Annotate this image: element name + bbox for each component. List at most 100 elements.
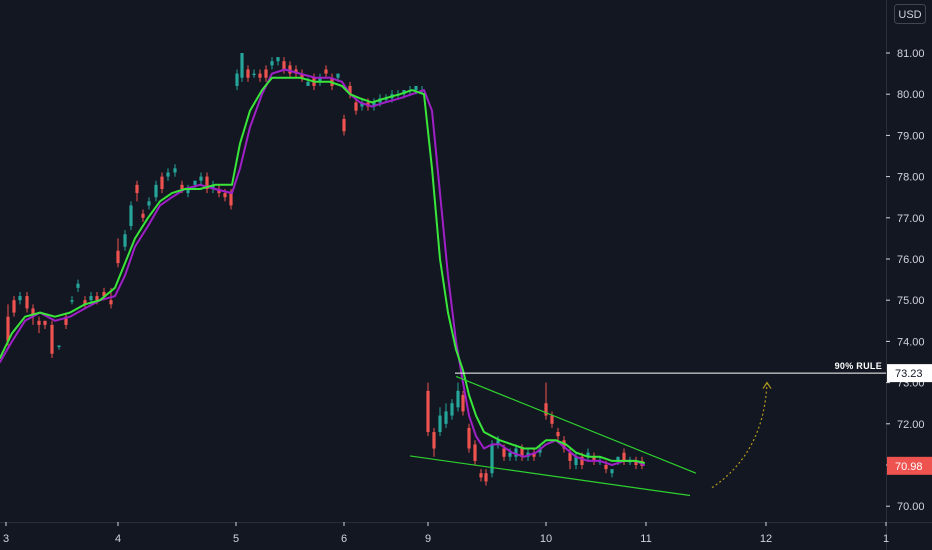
candle[interactable] bbox=[490, 440, 494, 478]
trendline-wedge-upper[interactable] bbox=[455, 375, 697, 474]
candle[interactable] bbox=[610, 469, 614, 478]
candle[interactable] bbox=[141, 209, 145, 222]
candle[interactable] bbox=[354, 98, 358, 115]
trendline-wedge-lower[interactable] bbox=[409, 455, 691, 497]
candle[interactable] bbox=[12, 296, 16, 317]
candle[interactable] bbox=[532, 448, 536, 461]
candle[interactable] bbox=[43, 320, 47, 330]
candle[interactable] bbox=[186, 184, 190, 198]
candle[interactable] bbox=[135, 180, 139, 202]
candle[interactable] bbox=[217, 184, 221, 198]
candle[interactable] bbox=[342, 114, 346, 136]
candle[interactable] bbox=[76, 279, 80, 292]
candle[interactable] bbox=[173, 164, 177, 177]
candle[interactable] bbox=[586, 448, 590, 461]
candle[interactable] bbox=[300, 69, 304, 82]
candle[interactable] bbox=[235, 69, 239, 91]
candle[interactable] bbox=[479, 469, 483, 482]
candle[interactable] bbox=[324, 65, 328, 78]
candle[interactable] bbox=[123, 230, 127, 251]
candle[interactable] bbox=[426, 382, 430, 437]
candle-body bbox=[426, 390, 430, 433]
candle[interactable] bbox=[264, 65, 268, 82]
candle[interactable] bbox=[438, 407, 442, 437]
price-tick-label: 79.00 bbox=[897, 130, 925, 142]
candle-body bbox=[70, 300, 74, 302]
price-label: 73.23 bbox=[887, 364, 932, 383]
candle[interactable] bbox=[556, 427, 560, 441]
candle-body bbox=[484, 473, 488, 482]
candle[interactable] bbox=[37, 316, 41, 334]
price-tick-label: 80.00 bbox=[897, 89, 925, 101]
candle-body bbox=[456, 390, 460, 408]
candle[interactable] bbox=[634, 456, 638, 470]
candle[interactable] bbox=[461, 390, 465, 416]
candle-body bbox=[223, 193, 227, 198]
candle-body bbox=[205, 176, 209, 189]
candle-body bbox=[450, 403, 454, 416]
moving-average-green-line bbox=[0, 76, 645, 464]
candle[interactable] bbox=[270, 57, 274, 70]
candle[interactable] bbox=[57, 345, 61, 350]
candle[interactable] bbox=[360, 98, 364, 111]
candle-body bbox=[186, 188, 190, 194]
projection-arrow-head-icon bbox=[762, 381, 772, 389]
candle-body bbox=[31, 308, 35, 317]
candle[interactable] bbox=[64, 312, 68, 330]
projection-arrow-line[interactable] bbox=[711, 382, 768, 489]
candle[interactable] bbox=[544, 382, 548, 420]
candle[interactable] bbox=[240, 53, 244, 82]
candle[interactable] bbox=[205, 172, 209, 194]
candle[interactable] bbox=[83, 296, 87, 309]
candle[interactable] bbox=[129, 201, 133, 231]
candle[interactable] bbox=[467, 423, 471, 453]
candle[interactable] bbox=[116, 238, 120, 268]
candle[interactable] bbox=[592, 452, 596, 465]
candle[interactable] bbox=[473, 440, 477, 465]
candle[interactable] bbox=[6, 304, 10, 346]
candle[interactable] bbox=[147, 197, 151, 210]
candle-body bbox=[622, 452, 626, 461]
candle[interactable] bbox=[318, 73, 322, 86]
candle[interactable] bbox=[154, 180, 158, 202]
candle[interactable] bbox=[246, 65, 250, 82]
candle[interactable] bbox=[288, 61, 292, 78]
candle[interactable] bbox=[444, 403, 448, 428]
candle-body bbox=[514, 448, 518, 457]
candle[interactable] bbox=[550, 411, 554, 428]
currency-selector[interactable]: USD bbox=[894, 4, 926, 24]
candle[interactable] bbox=[193, 180, 197, 189]
candle[interactable] bbox=[252, 69, 256, 78]
candle[interactable] bbox=[622, 448, 626, 465]
candle[interactable] bbox=[276, 57, 280, 66]
candle[interactable] bbox=[70, 296, 74, 305]
time-tick-label: 6 bbox=[341, 533, 347, 545]
candle[interactable] bbox=[372, 98, 376, 111]
candle[interactable] bbox=[199, 172, 203, 185]
candle-body bbox=[240, 53, 244, 78]
candle[interactable] bbox=[574, 452, 578, 470]
candle[interactable] bbox=[18, 291, 22, 305]
candle[interactable] bbox=[211, 180, 215, 194]
candle[interactable] bbox=[50, 320, 54, 358]
candle[interactable] bbox=[432, 427, 436, 457]
candle-body bbox=[461, 394, 465, 412]
candle-body bbox=[342, 118, 346, 132]
candle[interactable] bbox=[160, 172, 164, 194]
candle-body bbox=[123, 234, 127, 247]
candle[interactable] bbox=[484, 469, 488, 486]
candle-body bbox=[634, 460, 638, 465]
moving-averages-layer bbox=[0, 68, 645, 466]
candle[interactable] bbox=[514, 444, 518, 461]
candle[interactable] bbox=[166, 168, 170, 181]
candle-body bbox=[246, 69, 250, 78]
candle[interactable] bbox=[456, 382, 460, 412]
candle[interactable] bbox=[258, 69, 262, 82]
candle-body bbox=[276, 57, 280, 62]
candle[interactable] bbox=[25, 291, 29, 313]
candle-body bbox=[580, 456, 584, 465]
candle[interactable] bbox=[450, 399, 454, 420]
candle[interactable] bbox=[348, 81, 352, 99]
